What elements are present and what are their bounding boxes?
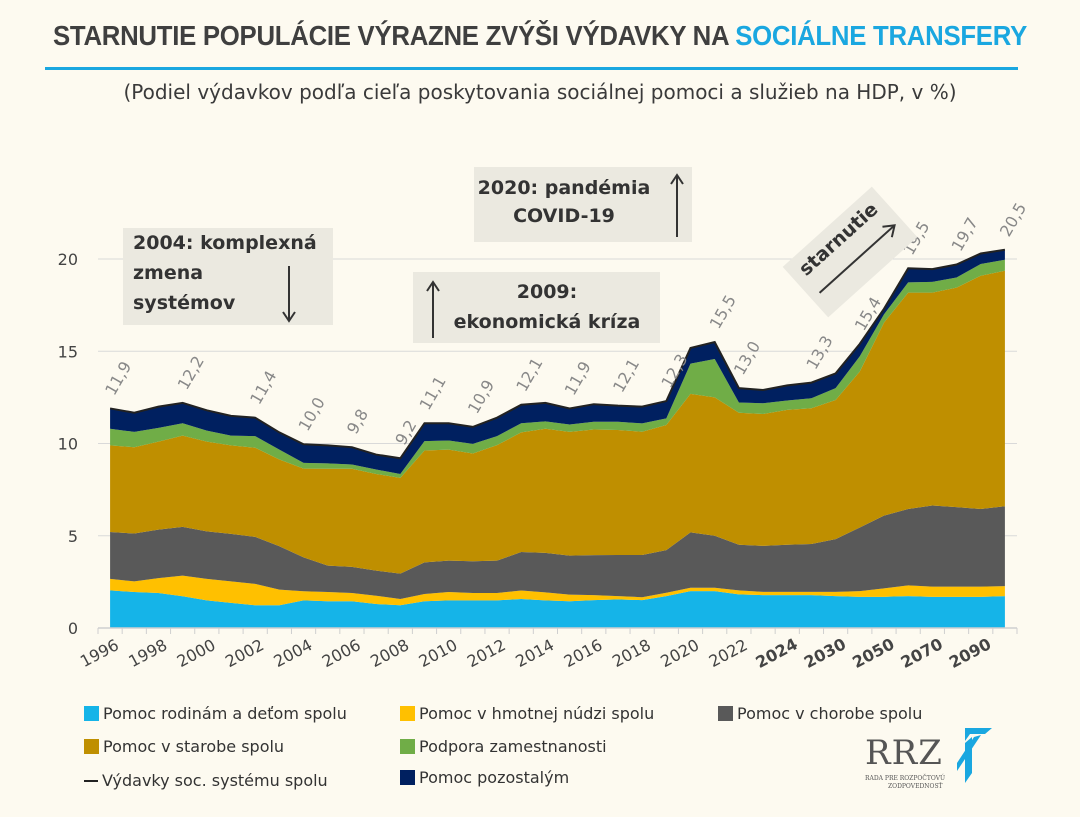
annotation-text: zmena bbox=[133, 262, 204, 284]
legend-item-families: Pomoc rodinám a deťom spolu bbox=[84, 704, 347, 723]
y-tick-label: 5 bbox=[68, 527, 78, 546]
logo-subtext: ZODPOVEDNOSŤ bbox=[888, 783, 943, 790]
area-pomoc-rodin-m-a-de-om-spolu bbox=[110, 590, 1005, 628]
logo-text: RRZ bbox=[865, 733, 943, 773]
annotation-text: COVID-19 bbox=[513, 205, 615, 227]
annotation-text: ekonomická kríza bbox=[453, 311, 641, 333]
legend-label: Podpora zamestnanosti bbox=[419, 737, 607, 756]
legend-item-total: Výdavky soc. systému spolu bbox=[84, 771, 328, 790]
chart-subtitle: (Podiel výdavkov podľa cieľa poskytovani… bbox=[123, 80, 957, 104]
area-pomoc-pozostal-m bbox=[110, 249, 1005, 474]
total-value-label: 12,1 bbox=[609, 355, 643, 395]
area-pomoc-v-chorobe-spolu bbox=[110, 505, 1005, 600]
x-tick-label: 2050 bbox=[849, 634, 897, 672]
total-line bbox=[109, 248, 1006, 460]
x-tick-label: 2018 bbox=[609, 635, 654, 671]
legend-item-sickness: Pomoc v chorobe spolu bbox=[718, 704, 922, 723]
rrz-logo: RRZ RADA PRE ROZPOČTOVÚ ZODPOVEDNOSŤ bbox=[860, 728, 1000, 803]
legend-item-material-need: Pomoc v hmotnej núdzi spolu bbox=[400, 704, 654, 723]
x-tick-label: 2020 bbox=[657, 635, 702, 671]
chart-title: STARNUTIE POPULÁCIE VÝRAZNE ZVÝŠI VÝDAVK… bbox=[43, 20, 1037, 52]
x-tick-label: 2012 bbox=[464, 635, 509, 671]
y-tick-label: 10 bbox=[58, 435, 78, 454]
x-tick-label: 2008 bbox=[367, 635, 412, 671]
annotation-text: 2004: komplexná bbox=[133, 232, 317, 254]
x-tick-label: 2022 bbox=[706, 635, 751, 671]
x-tick-label: 2024 bbox=[752, 634, 800, 672]
legend-swatch bbox=[84, 706, 99, 721]
arrow-down-icon bbox=[282, 266, 296, 323]
legend-item-old-age: Pomoc v starobe spolu bbox=[84, 737, 284, 756]
area-pomoc-v-starobe-spolu bbox=[110, 270, 1005, 574]
y-tick-label: 15 bbox=[58, 342, 78, 361]
title-main: STARNUTIE POPULÁCIE VÝRAZNE ZVÝŠI VÝDAVK… bbox=[52, 20, 736, 51]
legend-swatch bbox=[84, 739, 99, 754]
annotation-2009-crisis: 2009: ekonomická kríza bbox=[413, 272, 660, 343]
y-tick-label: 0 bbox=[68, 619, 78, 638]
total-value-label: 20,5 bbox=[996, 199, 1030, 239]
arrow-up-icon bbox=[670, 173, 684, 237]
title-underline bbox=[45, 67, 1018, 70]
total-value-label: 13,3 bbox=[802, 332, 836, 372]
annotation-text: 2009: bbox=[516, 281, 578, 303]
total-value-label: 15,5 bbox=[706, 292, 740, 332]
x-tick-label: 2006 bbox=[319, 635, 364, 671]
total-value-label: 19,7 bbox=[948, 214, 982, 254]
total-value-label: 10,0 bbox=[295, 394, 329, 434]
y-tick-label: 20 bbox=[58, 250, 78, 269]
arrow-right-icon bbox=[818, 224, 896, 294]
legend-line bbox=[84, 779, 98, 782]
total-value-label: 12,2 bbox=[174, 353, 208, 393]
total-value-label: 12,1 bbox=[512, 354, 546, 394]
area-pomoc-v-hmotnej-n-dzi-spolu bbox=[110, 575, 1005, 606]
x-tick-label: 2014 bbox=[512, 635, 557, 671]
legend-item-employment: Podpora zamestnanosti bbox=[400, 737, 607, 756]
legend-swatch bbox=[718, 706, 733, 721]
legend-swatch bbox=[400, 706, 415, 721]
total-value-label: 11,9 bbox=[101, 358, 135, 398]
annotation-text: systémov bbox=[133, 292, 236, 314]
title-accent: SOCIÁLNE TRANSFERY bbox=[735, 20, 1027, 51]
legend-label: Výdavky soc. systému spolu bbox=[102, 771, 328, 790]
total-value-label: 11,9 bbox=[561, 358, 595, 398]
x-tick-label: 2000 bbox=[174, 635, 219, 671]
annotation-text: 2020: pandémia bbox=[477, 177, 651, 199]
x-tick-label: 2010 bbox=[416, 635, 461, 671]
x-tick-label: 2090 bbox=[946, 634, 994, 672]
x-tick-label: 1998 bbox=[125, 635, 170, 671]
x-tick-label: 2004 bbox=[270, 635, 315, 671]
logo-subtext: RADA PRE ROZPOČTOVÚ bbox=[865, 775, 946, 782]
x-tick-label: 2002 bbox=[222, 635, 267, 671]
total-value-label: 11,4 bbox=[246, 367, 280, 407]
legend-label: Pomoc v hmotnej núdzi spolu bbox=[419, 704, 655, 723]
arrow-up-icon bbox=[426, 280, 440, 338]
legend-item-survivors: Pomoc pozostalým bbox=[400, 768, 569, 787]
legend-label: Pomoc rodinám a deťom spolu bbox=[103, 704, 347, 723]
annotation-2020-covid: 2020: pandémia COVID-19 bbox=[474, 167, 692, 242]
annotation-aging: starnutie bbox=[782, 186, 918, 318]
total-value-label: 10,9 bbox=[464, 377, 498, 417]
legend-label: Pomoc v starobe spolu bbox=[103, 737, 285, 756]
x-tick-label: 2030 bbox=[801, 634, 849, 672]
annotation-2004-reform: 2004: komplexná zmena systémov bbox=[123, 228, 333, 325]
x-tick-label: 2070 bbox=[898, 634, 946, 672]
total-value-label: 11,1 bbox=[415, 373, 449, 413]
legend-swatch bbox=[400, 739, 415, 754]
total-value-label: 9,8 bbox=[343, 406, 372, 438]
legend-label: Pomoc pozostalým bbox=[419, 768, 570, 787]
legend-label: Pomoc v chorobe spolu bbox=[737, 704, 923, 723]
x-tick-label: 1996 bbox=[77, 635, 122, 671]
logo-mark-icon bbox=[957, 728, 992, 783]
legend-swatch bbox=[400, 770, 415, 785]
x-tick-label: 2016 bbox=[561, 635, 606, 671]
total-value-label: 13,0 bbox=[730, 338, 764, 378]
